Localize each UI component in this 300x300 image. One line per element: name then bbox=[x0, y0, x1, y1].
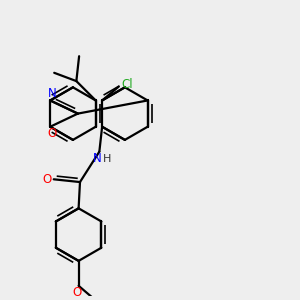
Text: N: N bbox=[48, 87, 56, 100]
Text: Cl: Cl bbox=[122, 78, 134, 91]
Text: H: H bbox=[103, 154, 111, 164]
Text: O: O bbox=[47, 127, 57, 140]
Text: O: O bbox=[72, 286, 81, 299]
Text: N: N bbox=[93, 152, 102, 165]
Text: O: O bbox=[42, 173, 51, 186]
